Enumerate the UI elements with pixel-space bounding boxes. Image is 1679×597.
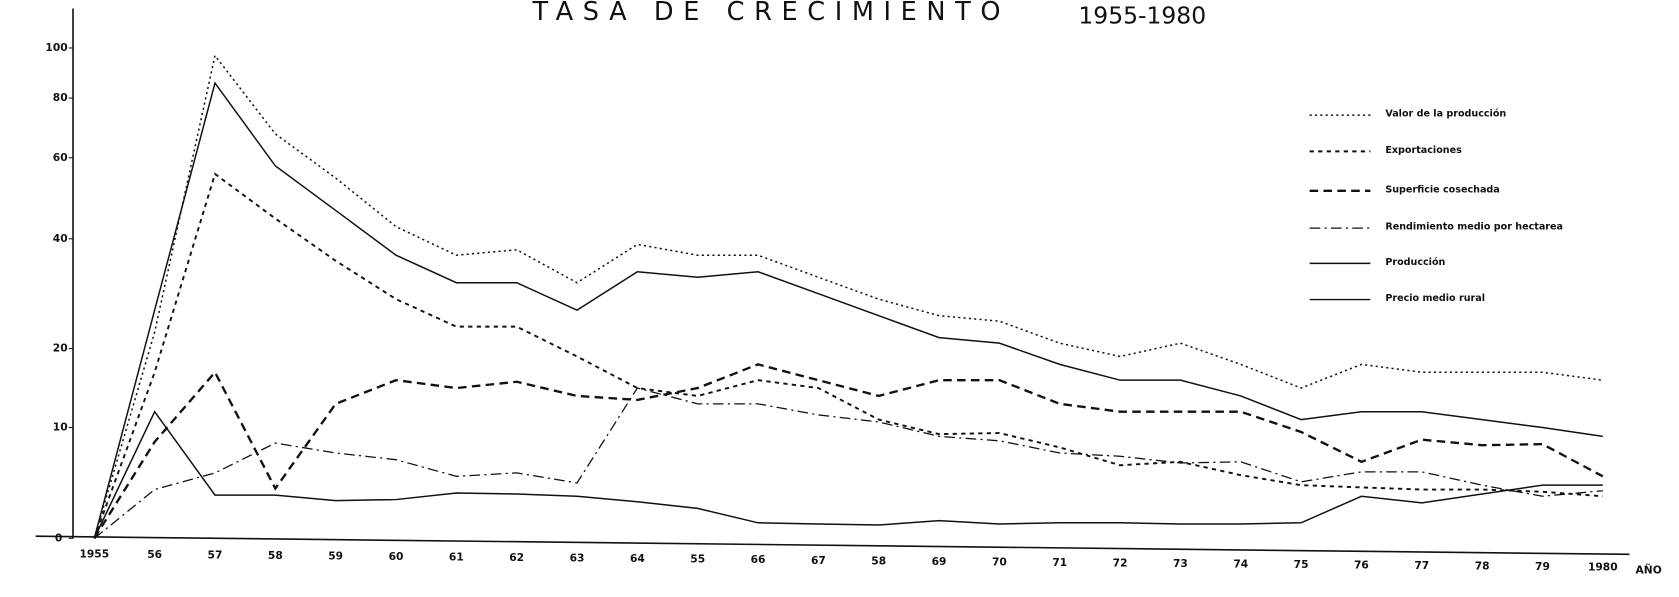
x-axis bbox=[35, 535, 1630, 556]
x-tick-label: 71 bbox=[1052, 556, 1067, 569]
y-tick-label: 10 bbox=[53, 420, 68, 433]
x-tick-label: 63 bbox=[570, 552, 585, 565]
x-tick-label: 66 bbox=[751, 553, 766, 566]
x-tick-label: 61 bbox=[449, 551, 464, 564]
y-tick-label: 0 bbox=[55, 531, 62, 544]
x-axis-label: AÑO bbox=[1636, 563, 1662, 576]
x-tick-label: 56 bbox=[147, 548, 162, 561]
series-line bbox=[93, 172, 1603, 539]
x-tick-label: 58 bbox=[268, 549, 283, 562]
x-tick-label: 64 bbox=[630, 552, 645, 565]
x-tick-label: 69 bbox=[932, 555, 947, 568]
x-tick-label: 57 bbox=[208, 548, 223, 561]
x-tick-label: 78 bbox=[1475, 560, 1490, 573]
x-tick-label: 59 bbox=[328, 549, 343, 562]
x-tick-label: 76 bbox=[1354, 559, 1369, 572]
y-tick-label: 20 bbox=[53, 342, 68, 355]
x-tick-label: 72 bbox=[1113, 556, 1128, 569]
y-tick-label: 40 bbox=[53, 232, 68, 245]
x-tick-label: 75 bbox=[1294, 558, 1309, 571]
x-tick-label: 1955 bbox=[79, 547, 109, 560]
chart-subtitle: 1955-1980 bbox=[1078, 2, 1206, 30]
legend-label: Producción bbox=[1385, 257, 1445, 268]
legend-label: Precio medio rural bbox=[1385, 293, 1485, 304]
x-tick-label: 77 bbox=[1414, 559, 1429, 572]
x-tick-label: 70 bbox=[992, 555, 1007, 568]
x-tick-label: 73 bbox=[1173, 557, 1188, 570]
x-tick-label: 67 bbox=[811, 554, 826, 567]
y-tick-label: 60 bbox=[53, 151, 68, 164]
y-tick-label: 100 bbox=[45, 41, 67, 54]
series-line bbox=[93, 410, 1603, 539]
legend-label: Valor de la producción bbox=[1385, 109, 1506, 120]
chart-title: TASA DE CRECIMIENTO bbox=[531, 0, 1010, 27]
x-tick-label: 79 bbox=[1535, 560, 1550, 573]
series-line bbox=[93, 387, 1603, 539]
series-line bbox=[93, 363, 1604, 539]
x-tick-label: 1980 bbox=[1588, 561, 1618, 574]
x-tick-label: 60 bbox=[389, 550, 404, 563]
y-tick-label: 80 bbox=[53, 91, 68, 104]
x-tick-label: 62 bbox=[509, 551, 524, 564]
series-line bbox=[93, 81, 1603, 539]
legend-label: Superficie cosechada bbox=[1385, 184, 1499, 195]
x-tick-label: 58 bbox=[871, 554, 886, 567]
legend-label: Rendimiento medio por hectarea bbox=[1385, 222, 1563, 233]
series-line bbox=[93, 53, 1603, 539]
legend-label: Exportaciones bbox=[1385, 145, 1462, 156]
x-tick-label: 74 bbox=[1233, 557, 1248, 570]
x-tick-label: 55 bbox=[690, 553, 705, 566]
